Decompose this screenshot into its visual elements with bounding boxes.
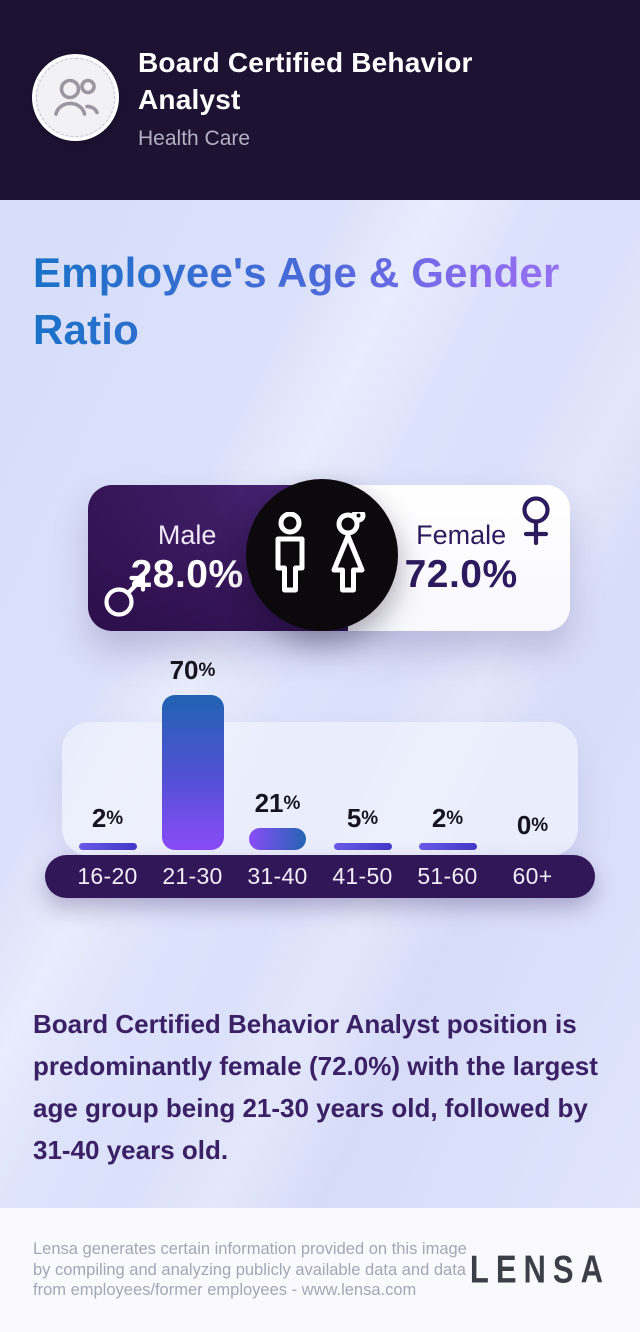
axis-tick: 41-50 [332,863,393,889]
age-bar [78,843,137,850]
axis-tick: 60+ [512,863,553,889]
axis-tick: 16-20 [77,863,138,889]
bar-value-label: 5% [346,803,379,833]
bar-group-31-40: 21% [235,788,320,850]
industry-label: Health Care [138,127,251,150]
bar-value-label: 21% [254,788,301,818]
summary-text: Board Certified Behavior Analyst positio… [33,1009,598,1165]
age-bar [333,843,392,850]
male-symbol-icon [100,569,152,621]
disclaimer-text: Lensa generates certain information prov… [33,1240,467,1300]
age-bar [161,695,224,850]
man-woman-icon [246,479,398,631]
age-bar [418,843,477,850]
page-title: Employee's Age & Gender Ratio [33,244,613,358]
female-symbol-icon [516,495,556,551]
people-icon [50,73,102,123]
job-title: Board Certified Behavior Analyst [138,47,473,115]
male-value: 28.0% [130,552,244,596]
x-axis-labels: 16-20 21-30 31-40 41-50 51-60 60+ [45,855,595,898]
bar-group-16-20: 2% [65,803,150,850]
female-value: 72.0% [404,552,518,596]
bar-group-41-50: 5% [320,803,405,850]
chart-panel [62,722,578,856]
age-bar [249,828,306,850]
avatar [32,54,119,141]
bar-group-51-60: 2% [405,803,490,850]
bar-value-label: 2% [431,803,464,833]
main-section: Employee's Age & Gender Ratio Male 28.0% [0,200,640,1208]
header-text: Board Certified Behavior Analyst Health … [138,44,558,151]
bar-value-label: 2% [91,803,124,833]
age-bar-chart: 2% 70% 21% 5% 2% 0% [45,636,595,850]
female-label: Female [416,519,507,550]
male-label: Male [157,519,217,550]
axis-tick: 51-60 [417,863,478,889]
footer: Lensa generates certain information prov… [0,1208,640,1332]
lensa-logo: LENSA [469,1247,610,1292]
axis-tick: 21-30 [162,863,223,889]
bar-value-label: 0% [516,810,549,840]
bar-group-21-30: 70% [150,655,235,850]
header: Board Certified Behavior Analyst Health … [0,0,640,200]
bar-group-60plus: 0% [490,810,575,850]
axis-tick: 31-40 [247,863,308,889]
bar-value-label: 70% [169,655,216,685]
